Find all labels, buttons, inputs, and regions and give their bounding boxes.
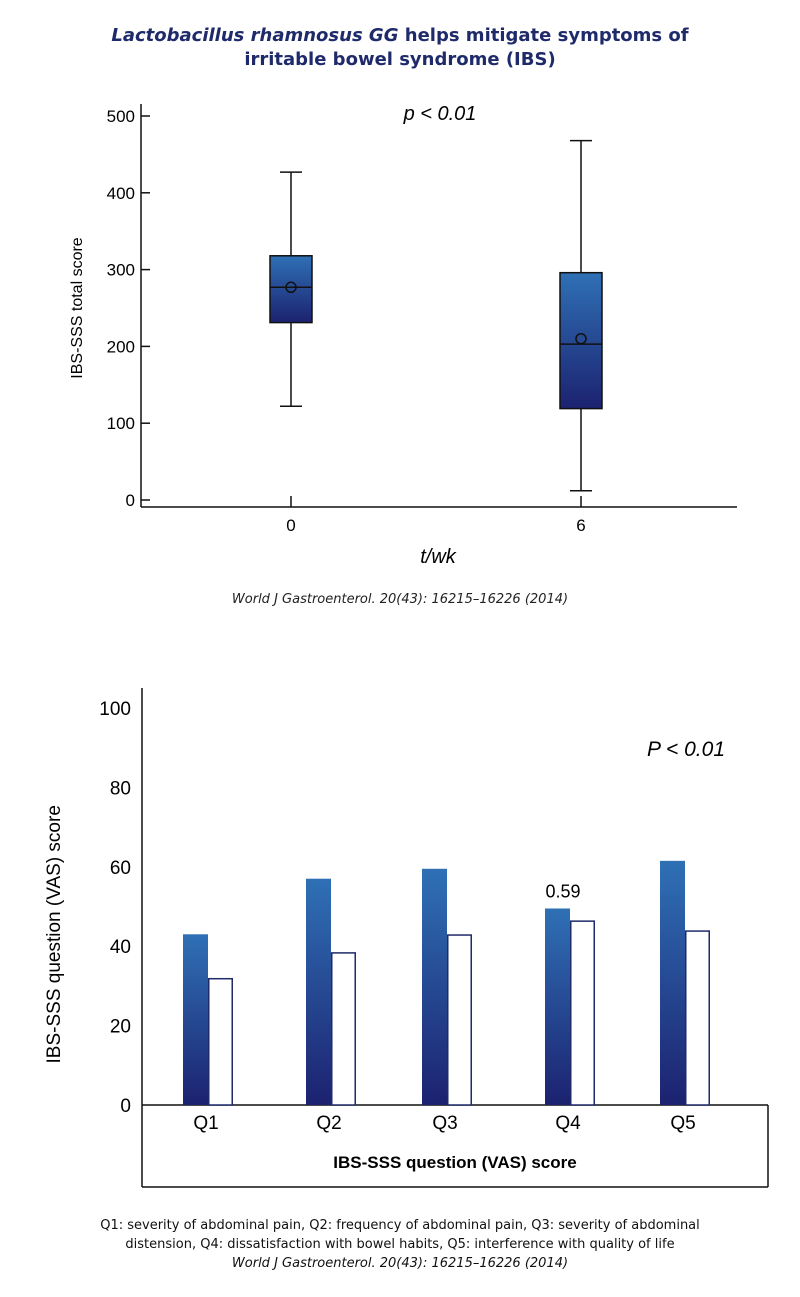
y-tick-label: 60 — [110, 858, 131, 879]
x-tick-label: 0 — [286, 516, 295, 535]
bar-series-2 — [208, 977, 233, 1106]
footnote: Q1: severity of abdominal pain, Q2: freq… — [0, 1216, 800, 1273]
bar-series-1 — [545, 908, 570, 1105]
bar-chart: 0 20 40 60 80 100 IBS-SSS question (VAS) score… — [44, 688, 769, 1188]
y-tick-label: 0 — [120, 1096, 131, 1117]
title-rest: helps mitigate symptoms of — [398, 25, 689, 46]
footnote-line-2: distension, Q4: dissatisfaction with bow… — [125, 1237, 675, 1252]
box-plot-chart: 0 100 200 300 400 500 IBS-SSS total score p < 0… — [69, 103, 737, 568]
y-tick-label: 40 — [110, 937, 131, 958]
y-tick-label: 0 — [126, 491, 135, 510]
y-tick-label: 400 — [107, 184, 135, 203]
y-tick-label: 200 — [107, 337, 135, 356]
bar-series-1 — [422, 868, 447, 1105]
mean-marker — [575, 332, 587, 345]
mean-marker — [285, 281, 297, 294]
bar-series-1 — [660, 860, 685, 1105]
y-tick-label: 100 — [107, 414, 135, 433]
bar-series-2 — [685, 930, 710, 1106]
box-plot-citation: World J Gastroenterol. 20(43): 16215–162… — [231, 592, 569, 607]
footnote-line-1: Q1: severity of abdominal pain, Q2: freq… — [100, 1218, 700, 1233]
x-tick-label: 6 — [576, 516, 585, 535]
significance-annotation: P < 0.01 — [647, 738, 725, 761]
x-tick-label: Q2 — [316, 1113, 341, 1134]
y-axis-label: IBS-SSS total score — [69, 237, 86, 378]
bar-series-2 — [570, 920, 595, 1106]
figure-title: Lactobacillus rhamnosus GG helps mitigat… — [0, 24, 800, 72]
y-tick-label: 300 — [107, 261, 135, 280]
x-tick-label: Q5 — [670, 1113, 695, 1134]
iqr-box — [269, 255, 313, 324]
bar-chart-citation: World J Gastroenterol. 20(43): 16215–162… — [231, 1256, 569, 1271]
title-line-1: Lactobacillus rhamnosus GG helps mitigat… — [0, 24, 800, 48]
x-axis-label: IBS-SSS question (VAS) score — [333, 1153, 576, 1172]
title-species: Lactobacillus rhamnosus GG — [111, 25, 399, 46]
y-axis-label: IBS-SSS question (VAS) score — [44, 805, 65, 1063]
iqr-box — [559, 271, 603, 410]
y-tick-label: 20 — [110, 1017, 131, 1038]
bar-series-2 — [447, 934, 472, 1106]
title-line-2: irritable bowel syndrome (IBS) — [244, 49, 556, 70]
significance-annotation: p < 0.01 — [403, 103, 477, 125]
y-tick-label: 100 — [99, 699, 131, 720]
x-tick-label: Q4 — [555, 1113, 581, 1134]
bar-series-2 — [331, 952, 356, 1106]
data-label: 0.59 — [545, 881, 580, 901]
x-tick-label: Q1 — [193, 1113, 218, 1134]
bar-series-1 — [306, 878, 331, 1105]
x-tick-label: Q3 — [432, 1113, 457, 1134]
bar-series-1 — [183, 934, 208, 1105]
y-tick-label: 500 — [107, 107, 135, 126]
x-axis-label: t/wk — [420, 546, 457, 568]
y-tick-label: 80 — [110, 778, 131, 799]
